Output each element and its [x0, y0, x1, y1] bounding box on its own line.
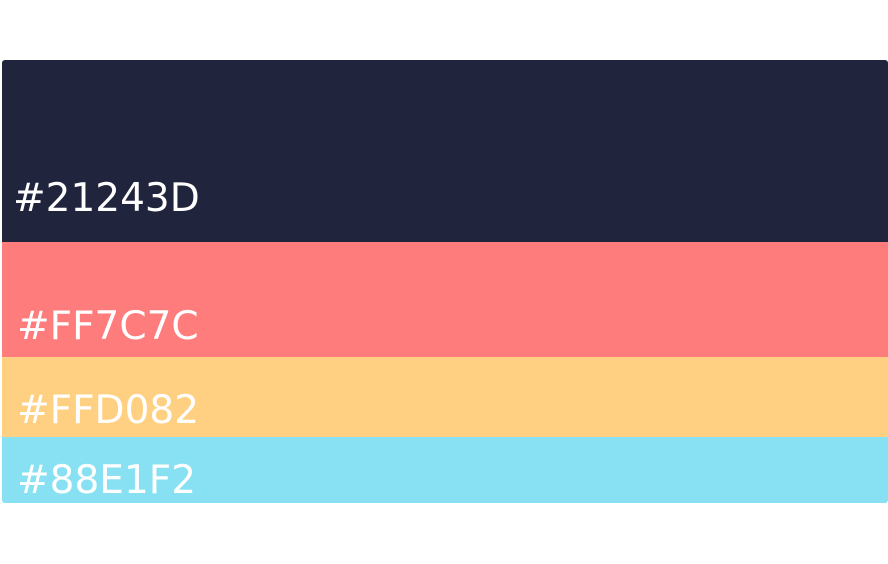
- swatch-1[interactable]: #21243D: [2, 60, 888, 242]
- swatch-3-hex-label: #FFD082: [17, 388, 200, 433]
- swatch-3[interactable]: #FFD082: [2, 357, 888, 437]
- swatch-4[interactable]: #88E1F2: [2, 437, 888, 503]
- swatch-1-hex-label: #21243D: [13, 176, 200, 221]
- color-palette: #21243D #FF7C7C #FFD082 #88E1F2: [2, 60, 888, 503]
- swatch-2-hex-label: #FF7C7C: [17, 304, 199, 349]
- swatch-4-hex-label: #88E1F2: [17, 458, 197, 503]
- swatch-2[interactable]: #FF7C7C: [2, 242, 888, 357]
